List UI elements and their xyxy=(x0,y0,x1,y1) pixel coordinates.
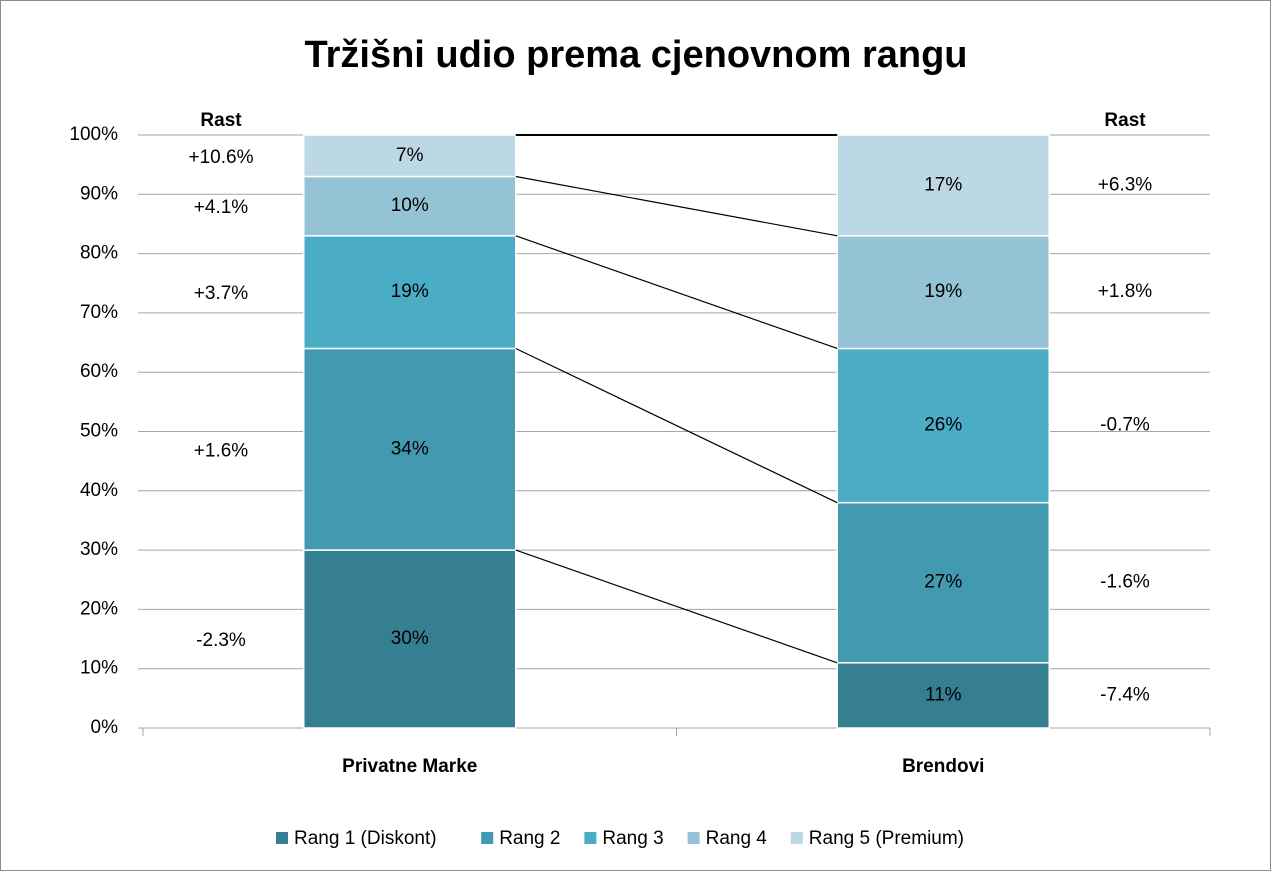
y-tick-label: 80% xyxy=(80,243,118,264)
legend-swatch xyxy=(687,832,700,844)
data-label: 7% xyxy=(396,145,424,166)
connector-line xyxy=(515,175,838,237)
growth-header: Rast xyxy=(200,110,242,131)
growth-label: +3.7% xyxy=(194,283,249,304)
y-tick-label: 90% xyxy=(80,183,118,204)
legend-label: Rang 3 xyxy=(602,828,663,849)
y-tick-label: 10% xyxy=(80,658,118,679)
legend-label: Rang 1 (Diskont) xyxy=(294,828,437,849)
y-tick-label: 20% xyxy=(80,598,118,619)
y-tick-label: 0% xyxy=(91,717,119,738)
y-tick-label: 50% xyxy=(80,421,118,442)
y-tick-label: 100% xyxy=(69,124,118,145)
y-tick-label: 40% xyxy=(80,480,118,501)
bar-segment xyxy=(836,662,1050,729)
data-label: 34% xyxy=(391,438,429,459)
connector-line xyxy=(515,347,838,504)
legend-swatch xyxy=(481,832,494,844)
y-tick-label: 70% xyxy=(80,302,118,323)
legend-label: Rang 2 xyxy=(499,828,560,849)
connector-line xyxy=(515,235,838,350)
legend-label: Rang 5 (Premium) xyxy=(809,828,964,849)
bar-segment xyxy=(303,134,517,178)
bar-segment xyxy=(303,549,517,729)
bar-segment xyxy=(836,134,1050,237)
growth-label: -1.6% xyxy=(1100,572,1150,593)
bar-segment xyxy=(303,347,517,551)
bar-segment xyxy=(836,235,1050,350)
legend-swatch xyxy=(584,832,597,844)
chart-title: Tržišni udio prema cjenovnom rangu xyxy=(305,34,968,76)
growth-label: +1.8% xyxy=(1098,281,1153,302)
growth-label: -0.7% xyxy=(1100,415,1150,436)
data-label: 17% xyxy=(924,174,962,195)
data-label: 11% xyxy=(925,684,962,705)
y-tick-label: 60% xyxy=(80,361,118,382)
growth-header: Rast xyxy=(1104,110,1146,131)
y-tick-label: 30% xyxy=(80,539,118,560)
bar-segment xyxy=(303,235,517,350)
legend-swatch xyxy=(276,832,288,844)
data-label: 19% xyxy=(924,281,962,302)
growth-label: +6.3% xyxy=(1098,174,1153,195)
data-label: 19% xyxy=(391,281,429,302)
x-tick-label: Privatne Marke xyxy=(342,756,477,777)
growth-label: +1.6% xyxy=(194,440,249,461)
legend-label: Rang 4 xyxy=(706,828,768,849)
data-label: 10% xyxy=(391,195,429,216)
bar-segment xyxy=(836,347,1050,504)
connector-line xyxy=(515,549,838,664)
data-label: 27% xyxy=(924,572,962,593)
growth-label: +4.1% xyxy=(194,197,249,218)
data-label: 30% xyxy=(391,628,429,649)
growth-label: -7.4% xyxy=(1100,684,1150,705)
legend-swatch xyxy=(790,832,803,844)
data-label: 26% xyxy=(924,415,962,436)
growth-label: -2.3% xyxy=(196,630,246,651)
bar-segment xyxy=(303,175,517,237)
growth-label: +10.6% xyxy=(189,147,254,168)
x-tick-label: Brendovi xyxy=(902,756,984,777)
